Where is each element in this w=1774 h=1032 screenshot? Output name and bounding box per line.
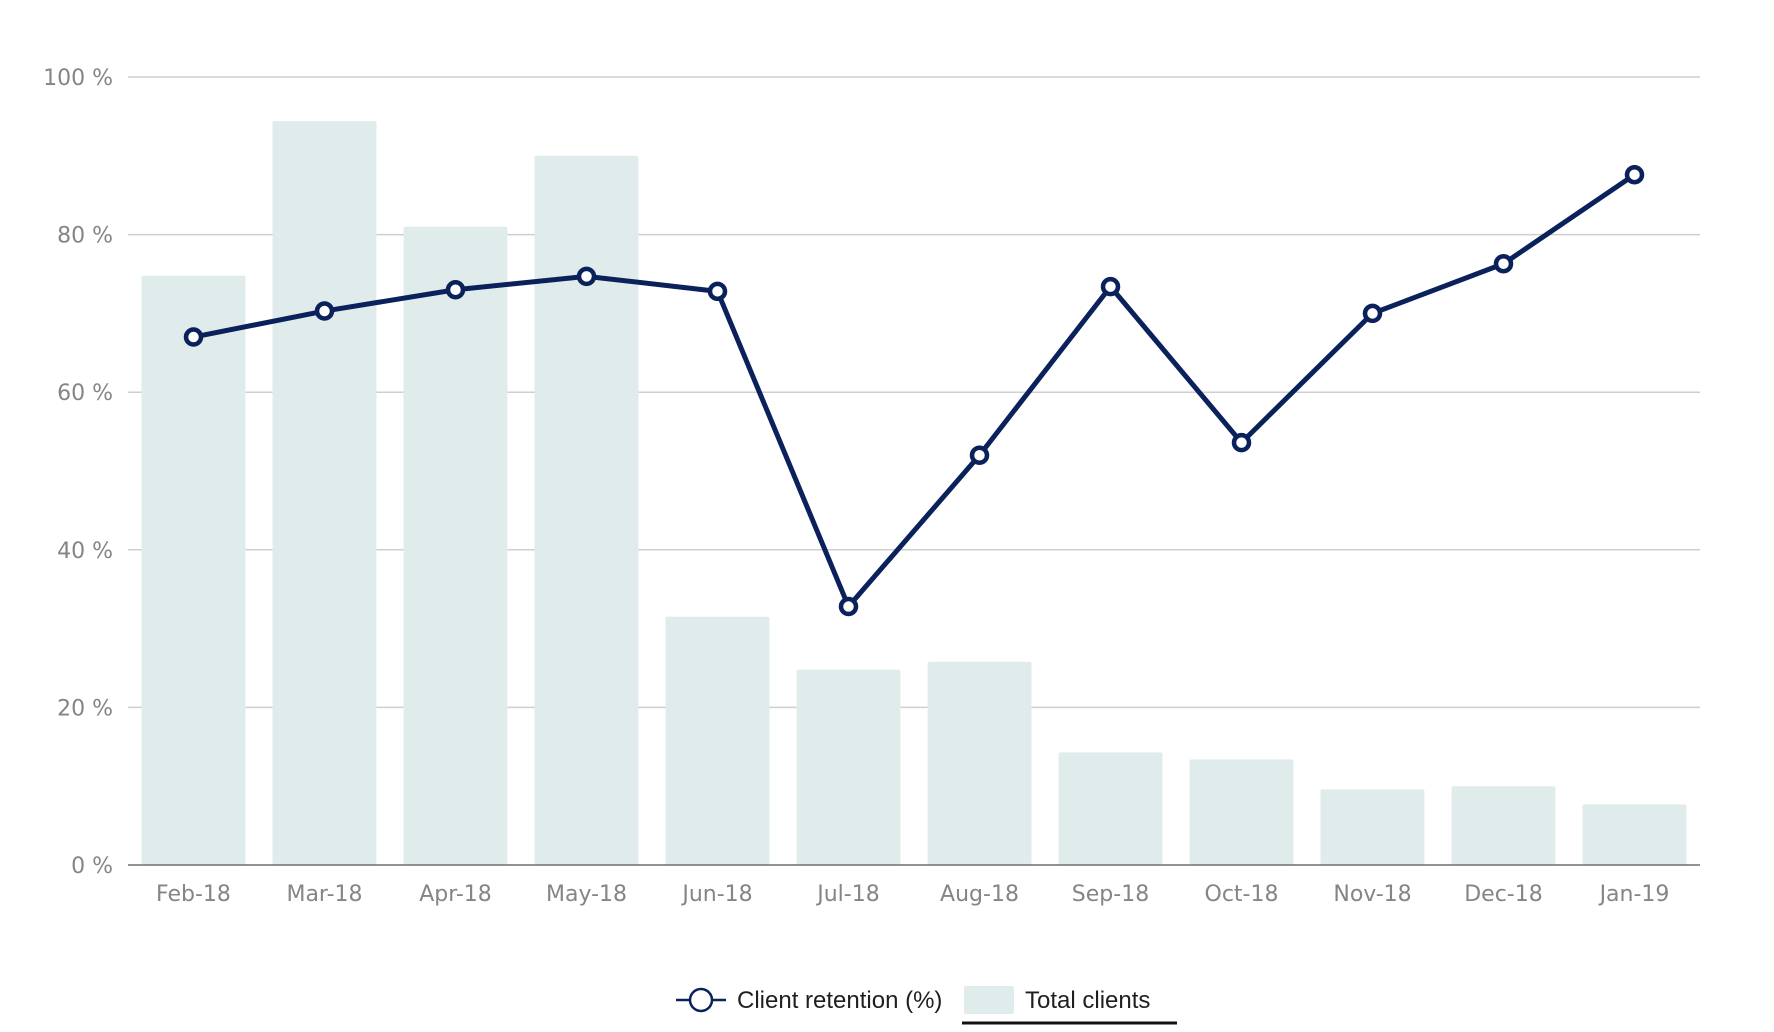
line-series-client-retention <box>183 164 1645 617</box>
bar[interactable] <box>927 661 1032 865</box>
line-point[interactable] <box>1362 303 1383 324</box>
bar[interactable] <box>141 275 246 865</box>
legend-label-total-clients: Total clients <box>1025 987 1150 1014</box>
legend-bar-swatch <box>964 986 1014 1014</box>
y-tick-label: 40 % <box>57 539 113 564</box>
line-point[interactable] <box>1100 276 1121 297</box>
y-tick-label: 60 % <box>57 381 113 406</box>
x-tick-label: Oct-18 <box>1205 882 1279 907</box>
bar[interactable] <box>1451 786 1556 865</box>
bar[interactable] <box>796 669 901 865</box>
legend-label-client-retention: Client retention (%) <box>737 987 942 1014</box>
x-tick-label: Mar-18 <box>286 882 362 907</box>
bar[interactable] <box>665 616 770 865</box>
line-point[interactable] <box>183 327 204 347</box>
line-point[interactable] <box>969 445 990 465</box>
x-tick-label: Apr-18 <box>419 882 492 907</box>
x-axis-tick-labels: Feb-18 Mar-18 Apr-18 May-18 Jun-18 Jul-18 Aug-… <box>156 882 1669 907</box>
x-tick-label: Sep-18 <box>1072 882 1149 907</box>
x-tick-label: Jul-18 <box>815 882 879 907</box>
y-tick-label: 100 % <box>43 66 113 91</box>
line-point[interactable] <box>1624 164 1645 185</box>
x-tick-label: Jun-18 <box>680 882 752 907</box>
y-tick-label: 80 % <box>57 224 113 249</box>
bar-series-total-clients <box>141 121 1687 866</box>
y-tick-label: 20 % <box>57 696 113 721</box>
bar[interactable] <box>1058 752 1163 865</box>
bar[interactable] <box>1189 759 1294 865</box>
line-point[interactable] <box>1231 432 1252 453</box>
x-tick-label: Jan-19 <box>1598 882 1670 907</box>
x-tick-label: Dec-18 <box>1464 882 1543 907</box>
grid-lines <box>128 76 1700 709</box>
x-tick-label: Aug-18 <box>940 882 1019 907</box>
line-point[interactable] <box>838 596 859 617</box>
bar[interactable] <box>1582 804 1687 865</box>
legend-item-total-clients[interactable]: Total clients <box>962 986 1177 1025</box>
y-tick-label: 0 % <box>71 854 113 879</box>
legend-item-client-retention[interactable]: Client retention (%) <box>676 987 942 1014</box>
line-point[interactable] <box>314 301 335 321</box>
y-axis-tick-labels: 0 % 20 % 40 % 60 % 80 % 100 % <box>43 66 113 879</box>
x-tick-label: Feb-18 <box>156 882 231 907</box>
bar[interactable] <box>1320 789 1425 865</box>
line-point[interactable] <box>445 280 466 300</box>
bar[interactable] <box>403 226 508 866</box>
x-tick-label: May-18 <box>546 882 627 907</box>
line-point[interactable] <box>576 266 597 287</box>
bar[interactable] <box>534 155 639 866</box>
line-point[interactable] <box>1493 254 1514 274</box>
line-point[interactable] <box>707 281 728 302</box>
legend-circle-marker <box>688 987 714 1013</box>
bar[interactable] <box>272 121 377 866</box>
retention-line <box>193 172 1636 610</box>
legend: Client retention (%) Total clients <box>676 986 1177 1025</box>
x-tick-label: Nov-18 <box>1333 882 1411 907</box>
